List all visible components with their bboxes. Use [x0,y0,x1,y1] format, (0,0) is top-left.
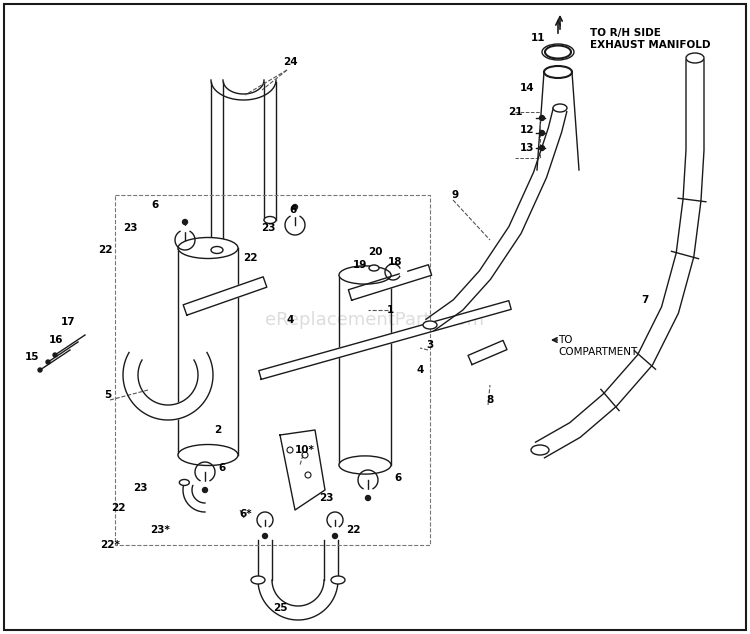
Text: 6: 6 [218,463,226,473]
Text: 20: 20 [368,247,382,257]
Text: 13: 13 [520,143,534,153]
Bar [182,226,188,231]
Bar [262,527,268,532]
Text: 5: 5 [104,390,112,400]
Ellipse shape [686,53,704,63]
Ellipse shape [531,445,549,455]
Circle shape [202,488,208,493]
Circle shape [539,115,544,120]
Bar [292,210,298,216]
Text: 22: 22 [243,253,257,263]
Text: 6: 6 [394,473,402,483]
Ellipse shape [339,456,391,474]
Bar [332,527,338,532]
Text: 16: 16 [49,335,63,345]
Text: 6: 6 [152,200,159,210]
Text: 9: 9 [452,190,458,200]
Ellipse shape [211,247,223,254]
Text: 25: 25 [273,603,287,613]
Circle shape [365,496,370,500]
Text: 22: 22 [111,503,125,513]
Ellipse shape [553,104,567,112]
Text: 11: 11 [531,33,545,43]
Bar [202,481,208,486]
Text: 4: 4 [416,365,424,375]
Ellipse shape [544,66,572,78]
Text: 22: 22 [98,245,112,255]
Text: 23: 23 [133,483,147,493]
Text: eReplacementParts.com: eReplacementParts.com [266,311,484,329]
Text: 22*: 22* [100,540,120,550]
Polygon shape [183,482,205,512]
Bar [400,269,406,275]
Circle shape [292,205,298,209]
Text: TO
COMPARTMENT: TO COMPARTMENT [558,335,638,356]
Text: 21: 21 [508,107,522,117]
Ellipse shape [331,576,345,584]
Text: 24: 24 [283,57,297,67]
Circle shape [332,533,338,538]
Ellipse shape [545,46,571,58]
Text: 22: 22 [346,525,360,535]
Text: 8: 8 [486,395,494,405]
Polygon shape [468,340,507,365]
Polygon shape [258,580,338,620]
Polygon shape [183,277,267,315]
Polygon shape [426,108,567,331]
Text: 23*: 23* [150,525,170,535]
Text: 2: 2 [214,425,222,435]
Circle shape [539,131,544,136]
Text: 4: 4 [286,315,294,325]
Circle shape [539,145,544,150]
Ellipse shape [178,444,238,465]
Text: 12: 12 [520,125,534,135]
Ellipse shape [251,576,265,584]
Text: 15: 15 [25,352,39,362]
Polygon shape [339,275,391,465]
Text: 6: 6 [290,205,296,215]
Polygon shape [178,248,238,455]
Polygon shape [259,301,512,379]
Text: 17: 17 [61,317,75,327]
Polygon shape [536,60,704,458]
Circle shape [53,353,57,357]
Ellipse shape [178,238,238,259]
Ellipse shape [339,266,391,284]
Polygon shape [123,353,213,420]
Polygon shape [280,430,325,510]
Polygon shape [537,72,579,170]
Text: 23: 23 [261,223,275,233]
Circle shape [262,533,268,538]
Bar [365,489,371,495]
Text: 6*: 6* [240,509,252,519]
Text: 3: 3 [426,340,433,350]
Text: 18: 18 [388,257,402,267]
Ellipse shape [369,265,379,271]
Text: 1: 1 [386,305,394,315]
Circle shape [182,219,188,224]
Circle shape [38,368,42,372]
Circle shape [46,360,50,364]
Text: 19: 19 [352,260,368,270]
Polygon shape [348,265,432,301]
Text: 23: 23 [319,493,333,503]
Text: 14: 14 [520,83,534,93]
Text: 7: 7 [641,295,649,305]
Ellipse shape [264,216,276,224]
Text: TO R/H SIDE
EXHAUST MANIFOLD: TO R/H SIDE EXHAUST MANIFOLD [590,28,710,49]
Ellipse shape [423,321,437,329]
Ellipse shape [179,479,189,486]
Text: 10*: 10* [295,445,315,455]
Text: 23: 23 [123,223,137,233]
